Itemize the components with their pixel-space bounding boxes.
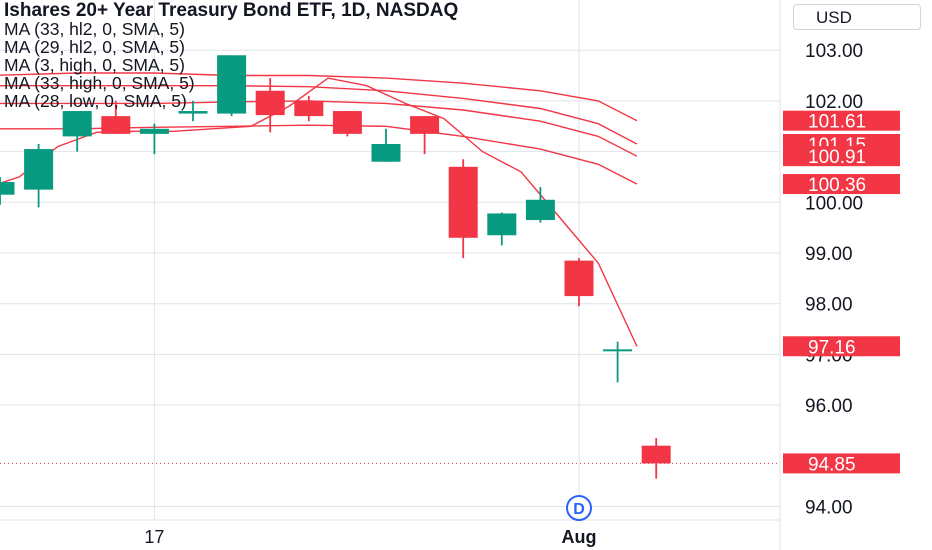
candle-body[interactable] xyxy=(448,166,478,238)
candle-body[interactable] xyxy=(0,182,15,195)
candle-body[interactable] xyxy=(217,55,247,114)
candle-body[interactable] xyxy=(410,116,440,134)
price-label: 100.91 xyxy=(808,147,866,168)
price-label-background xyxy=(783,336,900,357)
candle-body[interactable] xyxy=(371,143,401,162)
ma-legend-item[interactable]: MA (3, high, 0, SMA, 5) xyxy=(4,55,185,75)
candle-body[interactable] xyxy=(332,111,362,134)
y-tick-label: 103.00 xyxy=(805,41,863,62)
dividend-marker-label: D xyxy=(573,501,585,518)
candle-body[interactable] xyxy=(487,213,517,236)
y-tick-label: 98.00 xyxy=(805,295,853,316)
ma-legend-item[interactable]: MA (28, low, 0, SMA, 5) xyxy=(4,91,187,111)
y-tick-label: 96.00 xyxy=(805,396,853,417)
chart-legend: Ishares 20+ Year Treasury Bond ETF, 1D, … xyxy=(4,0,459,111)
moving-average-line xyxy=(0,124,638,185)
dividend-marker-icon[interactable] xyxy=(566,495,592,521)
price-label-background xyxy=(783,174,900,195)
candle-body[interactable] xyxy=(603,349,633,352)
candle-body[interactable] xyxy=(294,100,324,117)
candle-body[interactable] xyxy=(525,199,555,221)
chart-title: Ishares 20+ Year Treasury Bond ETF, 1D, … xyxy=(4,0,459,21)
candle-body[interactable] xyxy=(62,111,92,137)
price-label-background xyxy=(783,110,900,131)
candle-body[interactable] xyxy=(641,445,671,464)
moving-average-line xyxy=(0,85,638,145)
price-label: 97.16 xyxy=(808,337,856,358)
y-tick-label: 99.00 xyxy=(805,244,853,265)
ma-legend-item[interactable]: MA (33, hl2, 0, SMA, 5) xyxy=(4,19,185,39)
ma-legend-item[interactable]: MA (33, high, 0, SMA, 5) xyxy=(4,73,195,93)
y-tick-label: 102.00 xyxy=(805,92,863,113)
x-tick-label: Aug xyxy=(562,527,597,547)
y-tick-label: 100.00 xyxy=(805,193,863,214)
x-tick-label: 17 xyxy=(144,527,164,547)
price-label: 94.85 xyxy=(808,454,856,475)
moving-average-line xyxy=(0,72,638,122)
candle-body[interactable] xyxy=(178,111,208,114)
candle-body[interactable] xyxy=(255,90,285,116)
price-label-background xyxy=(783,453,900,474)
price-label-background xyxy=(783,146,900,167)
candle-body[interactable] xyxy=(139,128,169,134)
price-label: 101.61 xyxy=(808,112,866,133)
candle-body[interactable] xyxy=(101,116,131,134)
currency-button[interactable]: USD xyxy=(793,4,921,30)
y-tick-label: 94.00 xyxy=(805,498,853,519)
ma-legend-item[interactable]: MA (29, hl2, 0, SMA, 5) xyxy=(4,37,185,57)
candle-body[interactable] xyxy=(24,149,54,190)
price-label: 100.36 xyxy=(808,175,866,196)
candle-body[interactable] xyxy=(564,260,594,297)
